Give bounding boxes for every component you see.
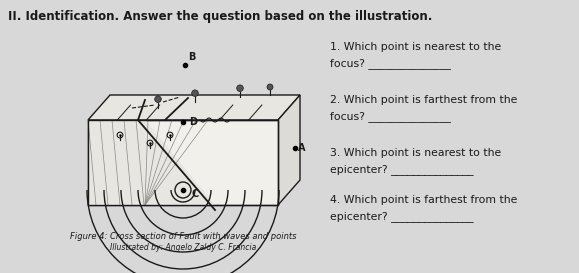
Text: C: C — [191, 189, 198, 199]
Circle shape — [155, 96, 162, 102]
Text: A: A — [298, 143, 306, 153]
Polygon shape — [88, 95, 300, 120]
Polygon shape — [88, 120, 278, 205]
Text: D: D — [189, 117, 197, 127]
Circle shape — [267, 84, 273, 90]
Text: Figure 4: Cross section of Fault with waves and points: Figure 4: Cross section of Fault with wa… — [69, 232, 296, 241]
Circle shape — [237, 85, 243, 91]
Text: B: B — [188, 52, 195, 62]
Circle shape — [192, 90, 198, 96]
Text: II. Identification. Answer the question based on the illustration.: II. Identification. Answer the question … — [8, 10, 433, 23]
Text: 2. Which point is farthest from the: 2. Which point is farthest from the — [330, 95, 518, 105]
Text: focus? _______________: focus? _______________ — [330, 58, 451, 69]
Polygon shape — [278, 95, 300, 205]
Text: Illustrated by: Angelo Zaldy C. Francia: Illustrated by: Angelo Zaldy C. Francia — [110, 243, 256, 252]
Text: epicenter? _______________: epicenter? _______________ — [330, 211, 474, 222]
Text: 3. Which point is nearest to the: 3. Which point is nearest to the — [330, 148, 501, 158]
Text: epicenter? _______________: epicenter? _______________ — [330, 164, 474, 175]
Text: focus? _______________: focus? _______________ — [330, 111, 451, 122]
Text: 1. Which point is nearest to the: 1. Which point is nearest to the — [330, 42, 501, 52]
Text: 4. Which point is farthest from the: 4. Which point is farthest from the — [330, 195, 518, 205]
Polygon shape — [88, 120, 215, 205]
